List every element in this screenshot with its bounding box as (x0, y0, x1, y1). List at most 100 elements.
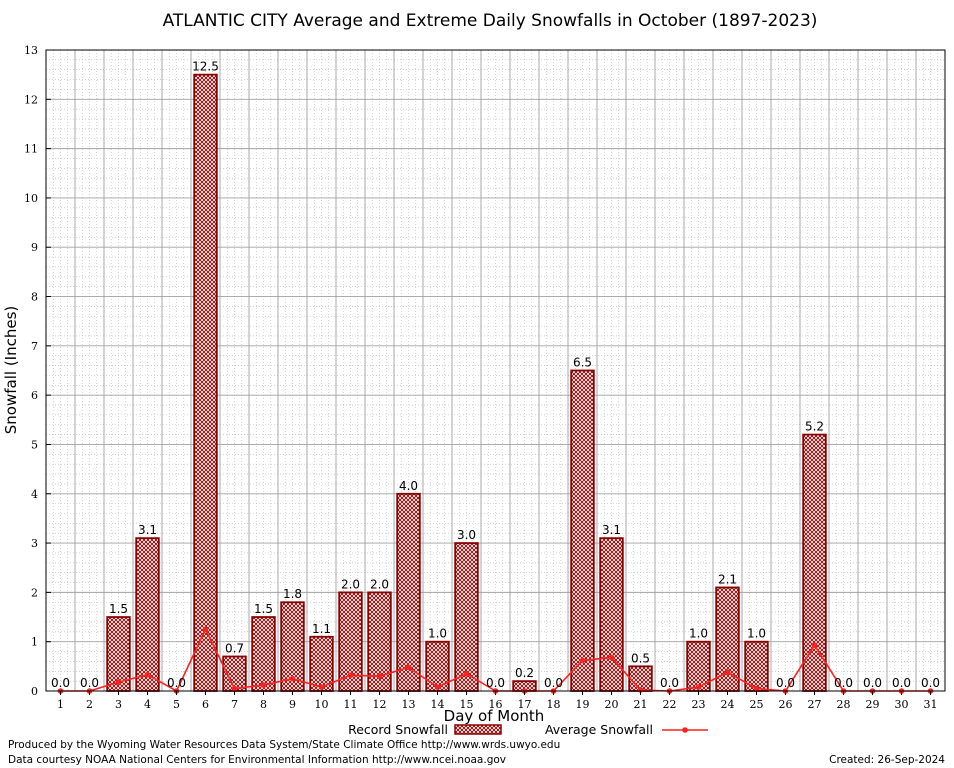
x-tick-label-20: 20 (605, 698, 619, 711)
x-tick-label-23: 23 (692, 698, 706, 711)
x-tick-label-30: 30 (895, 698, 909, 711)
y-tick-label-8: 8 (31, 291, 38, 304)
bar-value-label-day-23: 1.0 (689, 627, 708, 641)
x-tick-label-28: 28 (837, 698, 851, 711)
average-point-day-14 (434, 684, 441, 690)
x-tick-label-9: 9 (289, 698, 296, 711)
bar-value-label-day-25: 1.0 (747, 627, 766, 641)
bar-value-label-day-18: 0.0 (544, 676, 563, 690)
y-tick-label-12: 12 (24, 93, 38, 106)
bar-value-label-day-28: 0.0 (834, 676, 853, 690)
x-tick-label-11: 11 (344, 698, 358, 711)
y-tick-label-13: 13 (24, 44, 38, 57)
y-tick-label-2: 2 (31, 586, 38, 599)
bar-value-label-day-9: 1.8 (283, 587, 302, 601)
bar-value-label-day-11: 2.0 (341, 577, 360, 591)
x-tick-label-21: 21 (634, 698, 648, 711)
x-tick-label-29: 29 (866, 698, 880, 711)
bar-value-label-day-14: 1.0 (428, 627, 447, 641)
bar-value-label-day-31: 0.0 (921, 676, 940, 690)
bar-value-label-day-7: 0.7 (225, 641, 244, 655)
chart-legend: Record Snowfall Average Snowfall (348, 722, 708, 737)
x-tick-label-3: 3 (115, 698, 122, 711)
average-point-day-24 (724, 669, 731, 676)
average-point-day-25 (753, 685, 760, 692)
bar-value-label-day-6: 12.5 (192, 60, 219, 74)
average-point-day-12 (376, 673, 383, 680)
bar-value-label-day-4: 3.1 (138, 523, 157, 537)
x-tick-label-27: 27 (808, 698, 822, 711)
bar-value-label-day-2: 0.0 (80, 676, 99, 690)
legend-record-swatch (454, 724, 502, 735)
y-tick-label-0: 0 (31, 685, 38, 698)
legend-record-label: Record Snowfall (348, 722, 448, 737)
footer-produced-by: Produced by the Wyoming Water Resources … (8, 739, 560, 751)
x-tick-label-26: 26 (779, 698, 793, 711)
bar-day-20 (599, 537, 624, 692)
average-point-day-27 (811, 642, 818, 648)
bar-day-4 (135, 537, 160, 692)
average-point-day-20 (608, 654, 615, 661)
x-tick-label-18: 18 (547, 698, 561, 711)
average-point-day-13 (405, 664, 412, 671)
average-point-day-4 (144, 671, 151, 678)
x-tick-label-2: 2 (86, 698, 93, 711)
bar-day-13 (396, 492, 421, 692)
bar-value-label-day-8: 1.5 (254, 602, 273, 616)
bar-value-label-day-3: 1.5 (109, 602, 128, 616)
x-tick-label-22: 22 (663, 698, 677, 711)
x-tick-label-15: 15 (460, 698, 474, 711)
legend-average-label: Average Snowfall (545, 722, 653, 737)
average-point-day-23 (695, 684, 702, 690)
chart-title: ATLANTIC CITY Average and Extreme Daily … (163, 11, 818, 31)
x-tick-label-1: 1 (57, 698, 64, 711)
x-tick-label-7: 7 (231, 698, 238, 711)
bar-day-27 (802, 433, 827, 692)
bar-value-label-day-15: 3.0 (457, 528, 476, 542)
bar-value-label-day-13: 4.0 (399, 479, 418, 493)
x-tick-label-12: 12 (373, 698, 387, 711)
bar-value-label-day-24: 2.1 (718, 572, 737, 586)
x-tick-label-5: 5 (173, 698, 180, 711)
bar-value-label-day-12: 2.0 (370, 577, 389, 591)
footer-data-courtesy: Data courtesy NOAA National Centers for … (8, 754, 506, 766)
bar-day-8 (251, 616, 276, 692)
y-tick-label-1: 1 (31, 636, 38, 649)
bar-value-label-day-1: 0.0 (51, 676, 70, 690)
x-tick-label-4: 4 (144, 698, 151, 711)
x-tick-label-13: 13 (402, 698, 416, 711)
x-tick-label-24: 24 (721, 698, 735, 711)
y-tick-label-7: 7 (31, 340, 38, 353)
average-point-day-3 (115, 679, 122, 685)
average-point-day-19 (579, 657, 586, 664)
average-point-day-7 (231, 685, 238, 692)
bar-value-label-day-20: 3.1 (602, 523, 621, 537)
bar-value-labels: 0.0 0.0 1.5 3.1 0.0 12.5 0.7 1.5 1.8 1.1 2.0 2.0 4.0… (51, 60, 940, 690)
chart-axes: 1 2 3 4 5 6 7 8 9 10 11 12 13 14 15 16 17 18 19 20 21 22 23 24 2… (24, 44, 946, 711)
bar-value-label-day-5: 0.0 (167, 676, 186, 690)
average-point-day-11 (347, 672, 354, 679)
x-tick-label-25: 25 (750, 698, 764, 711)
bar-value-label-day-17: 0.2 (515, 666, 534, 680)
average-point-day-6 (202, 626, 209, 633)
legend-average-marker (682, 727, 688, 733)
bar-day-15 (454, 542, 479, 692)
x-tick-label-19: 19 (576, 698, 590, 711)
x-tick-label-14: 14 (431, 698, 445, 711)
y-axis-label: Snowfall (Inches) (2, 306, 20, 434)
bar-value-label-day-30: 0.0 (892, 676, 911, 690)
y-tick-label-6: 6 (31, 389, 38, 402)
bar-value-label-day-22: 0.0 (660, 676, 679, 690)
y-tick-label-10: 10 (24, 192, 38, 205)
bar-value-label-day-10: 1.1 (312, 622, 331, 636)
average-point-day-9 (289, 675, 296, 682)
y-tick-label-11: 11 (24, 143, 38, 156)
bar-day-6 (193, 73, 218, 692)
y-tick-label-9: 9 (31, 241, 38, 254)
bar-day-10 (309, 635, 334, 692)
x-tick-label-8: 8 (260, 698, 267, 711)
bar-value-label-day-29: 0.0 (863, 676, 882, 690)
y-tick-label-3: 3 (31, 537, 38, 550)
footer-created-date: Created: 26-Sep-2024 (829, 754, 945, 766)
